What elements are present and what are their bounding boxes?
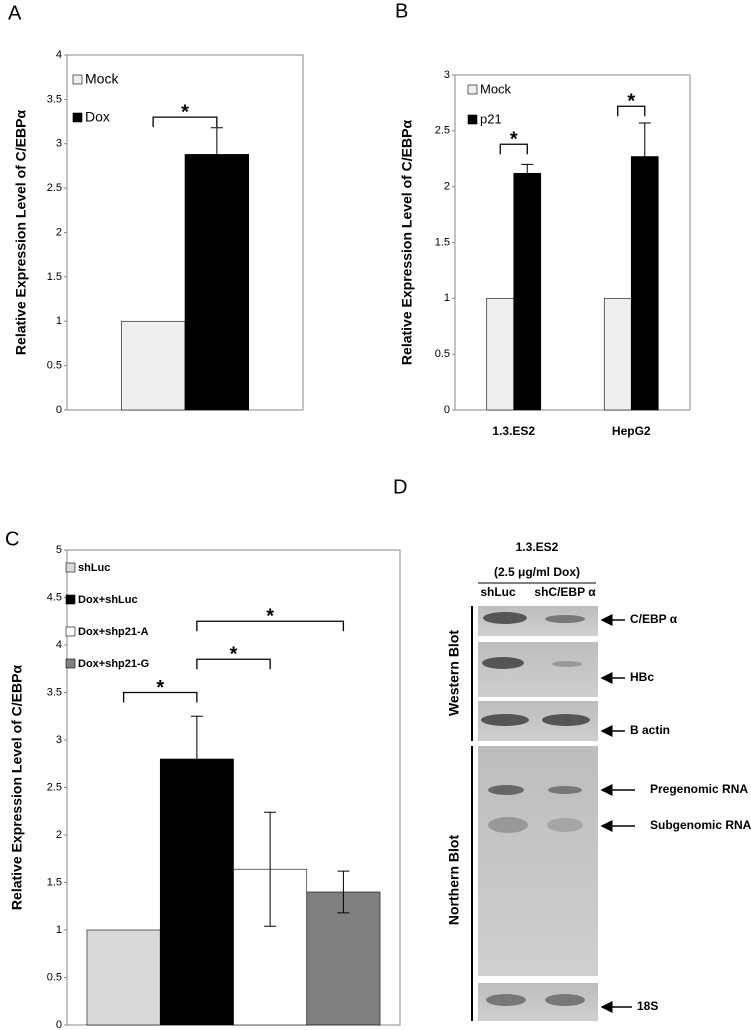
bar bbox=[120, 320, 186, 411]
significance-label: * bbox=[181, 101, 189, 123]
y-tick-label: 3.5 bbox=[47, 686, 62, 698]
treatment: (2.5 μg/ml Dox) bbox=[494, 565, 580, 579]
bar bbox=[184, 154, 250, 411]
legend-swatch bbox=[65, 626, 76, 637]
legend-swatch bbox=[467, 84, 478, 95]
y-tick-label: 3 bbox=[444, 69, 450, 81]
lane-label: shLuc bbox=[480, 585, 516, 599]
y-tick-label: 3 bbox=[56, 734, 62, 746]
y-tick-label: 0 bbox=[444, 404, 450, 416]
legend-label: shLuc bbox=[78, 562, 110, 574]
blot-strip bbox=[478, 746, 598, 976]
group-label: Northern Blot bbox=[446, 835, 462, 926]
legend-label: Dox+shp21-A bbox=[78, 626, 149, 638]
bar bbox=[486, 298, 515, 411]
significance-label: * bbox=[510, 129, 518, 151]
legend-label: Dox+shp21-G bbox=[78, 658, 149, 670]
y-tick-label: 0 bbox=[56, 1019, 62, 1030]
legend-swatch bbox=[65, 562, 76, 573]
y-tick-label: 3 bbox=[56, 138, 62, 150]
legend-label: Mock bbox=[480, 81, 512, 96]
group-label: Western Blot bbox=[446, 630, 462, 716]
legend-label: Dox+shLuc bbox=[78, 594, 138, 606]
legend-label: Mock bbox=[85, 71, 119, 87]
y-tick-label: 1.5 bbox=[47, 271, 62, 283]
legend-label: Dox bbox=[85, 109, 110, 125]
bar bbox=[513, 172, 542, 411]
y-axis-title: Relative Expression Level of C/EBPα bbox=[399, 120, 415, 366]
y-tick-label: 3.5 bbox=[47, 93, 62, 105]
error-bar bbox=[264, 811, 277, 927]
cell-line: 1.3.ES2 bbox=[516, 540, 559, 554]
x-tick-label: HepG2 bbox=[612, 424, 651, 438]
legend-label: p21 bbox=[480, 111, 502, 126]
y-tick-label: 2.5 bbox=[435, 125, 450, 137]
panel-label: C bbox=[5, 528, 19, 550]
y-tick-label: 2.5 bbox=[47, 182, 62, 194]
band-label: B actin bbox=[630, 723, 670, 737]
significance-bracket bbox=[122, 691, 198, 703]
y-tick-label: 1.5 bbox=[435, 236, 450, 248]
y-axis-title: Relative Expression Level of C/EBPα bbox=[9, 665, 25, 911]
y-tick-label: 2 bbox=[444, 181, 450, 193]
legend-swatch bbox=[72, 74, 83, 85]
significance-label: * bbox=[266, 606, 274, 628]
y-tick-label: 2 bbox=[56, 829, 62, 841]
significance-bracket bbox=[196, 620, 345, 632]
panel-label: A bbox=[8, 2, 22, 24]
significance-label: * bbox=[230, 644, 238, 666]
y-tick-label: 1.5 bbox=[47, 876, 62, 888]
legend-swatch bbox=[65, 658, 76, 669]
error-bar bbox=[190, 715, 203, 803]
y-tick-label: 4.5 bbox=[47, 591, 62, 603]
bar bbox=[306, 891, 381, 1026]
x-tick-label: 1.3.ES2 bbox=[492, 424, 535, 438]
arrows bbox=[600, 614, 635, 1013]
bar bbox=[159, 758, 234, 1026]
blot-panel: D 1.3.ES2 (2.5 μg/ml Dox) shLuc shC/EBP … bbox=[393, 476, 751, 1021]
y-tick-label: 0.5 bbox=[47, 360, 62, 372]
y-axis-title: Relative Expression Level of C/EBPα bbox=[13, 110, 29, 356]
y-tick-label: 0.5 bbox=[47, 971, 62, 983]
band-label: HBc bbox=[630, 670, 654, 684]
error-bar bbox=[337, 870, 350, 914]
y-tick-label: 4 bbox=[56, 639, 62, 651]
error-bar bbox=[210, 127, 223, 182]
significance-bracket bbox=[196, 658, 271, 670]
y-tick-label: 2 bbox=[56, 226, 62, 238]
bands bbox=[481, 612, 590, 1006]
legend-swatch bbox=[467, 114, 478, 125]
legend-swatch bbox=[65, 594, 76, 605]
y-tick-label: 1 bbox=[56, 924, 62, 936]
y-tick-label: 4 bbox=[56, 49, 62, 61]
significance-label: * bbox=[156, 677, 164, 699]
significance-label: * bbox=[627, 91, 635, 113]
band-label: Subgenomic RNAs bbox=[650, 818, 751, 832]
y-tick-label: 0 bbox=[56, 404, 62, 416]
bar bbox=[603, 298, 632, 411]
blot-strip bbox=[478, 642, 598, 697]
y-tick-label: 1 bbox=[444, 292, 450, 304]
band-label: 18S bbox=[637, 999, 658, 1013]
error-bar bbox=[638, 122, 651, 191]
significance-bracket bbox=[152, 116, 218, 128]
band-label: Pregenomic RNA bbox=[650, 782, 748, 796]
bar bbox=[86, 929, 161, 1026]
y-tick-label: 5 bbox=[56, 544, 62, 556]
lane-label: shC/EBP α bbox=[534, 585, 596, 599]
y-tick-label: 1 bbox=[56, 315, 62, 327]
panel-label: B bbox=[395, 0, 408, 22]
band-label: C/EBP α bbox=[630, 612, 678, 626]
panel-label: D bbox=[393, 476, 407, 498]
significance-bracket bbox=[617, 105, 646, 117]
legend-swatch bbox=[72, 112, 83, 123]
bar bbox=[630, 156, 659, 411]
y-tick-label: 2.5 bbox=[47, 781, 62, 793]
error-bar bbox=[521, 163, 534, 183]
significance-bracket bbox=[499, 143, 528, 155]
y-tick-label: 0.5 bbox=[435, 348, 450, 360]
